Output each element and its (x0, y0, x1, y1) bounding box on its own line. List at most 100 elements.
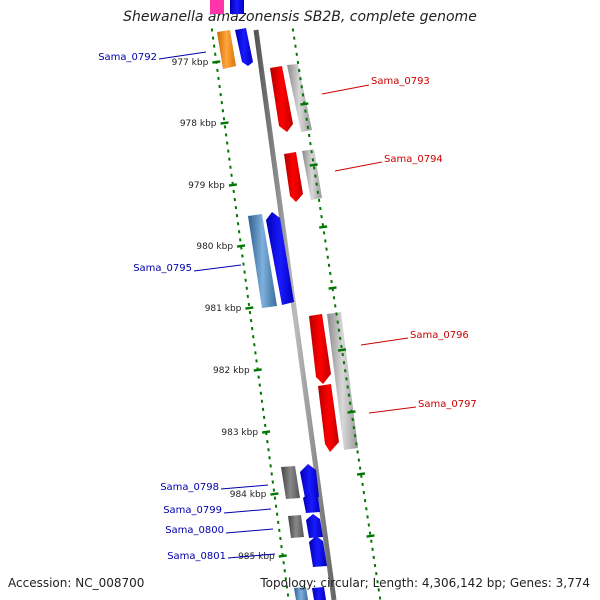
gene-label-sama-0795[interactable]: Sama_0795 (133, 263, 192, 274)
leader-line-sama-0801 (227, 553, 276, 559)
left-boundary-dot (244, 278, 247, 282)
tick-label: 985 kbp (238, 552, 275, 562)
gene-sama-0792-orange (217, 30, 236, 69)
right-boundary-dot (317, 198, 321, 203)
right-boundary-dot (341, 352, 344, 357)
right-boundary-dot (348, 401, 352, 405)
major-tick (261, 430, 271, 434)
major-tick (245, 306, 254, 310)
left-boundary-dot (241, 254, 244, 258)
right-boundary-dot (356, 450, 359, 454)
major-tick (212, 60, 221, 64)
left-boundary-dot (270, 472, 273, 476)
left-boundary-dot (226, 141, 229, 145)
right-boundary-dot (362, 490, 366, 495)
gene-label-sama-0793[interactable]: Sama_0793 (371, 76, 430, 87)
right-boundary-dot (325, 247, 328, 251)
left-boundary-dot (235, 214, 239, 218)
right-boundary-dot (330, 279, 333, 284)
left-boundary-dot (236, 222, 240, 226)
left-boundary-dot (273, 496, 277, 500)
right-boundary-dot (294, 44, 297, 48)
leader-line-sama-0793 (321, 84, 370, 95)
gene-label-sama-0794[interactable]: Sama_0794 (384, 154, 443, 165)
right-boundary-dot (363, 498, 367, 503)
right-boundary-dot (314, 174, 317, 178)
left-boundary-dot (267, 448, 270, 452)
leader-line-sama-0798 (220, 484, 269, 490)
right-boundary-dot (322, 231, 326, 235)
right-boundary-dot (300, 85, 303, 89)
right-boundary-dot (337, 328, 341, 332)
gene-label-sama-0801[interactable]: Sama_0801 (167, 551, 226, 562)
major-tick (228, 183, 237, 187)
leader-line-sama-0799 (223, 508, 272, 514)
gene-label-sama-0800[interactable]: Sama_0800 (165, 525, 224, 536)
major-tick (270, 492, 279, 496)
left-boundary-dot (246, 294, 250, 298)
left-boundary-dot (214, 52, 217, 56)
left-boundary-dot (220, 101, 223, 105)
right-boundary-dot (291, 28, 295, 32)
right-boundary-dot (326, 255, 330, 259)
right-boundary-dot (324, 239, 327, 243)
right-boundary-dot (310, 150, 313, 154)
left-boundary-dot (264, 423, 267, 428)
left-boundary-dot (272, 488, 276, 492)
left-boundary-dot (252, 335, 255, 339)
gene-sama-0797-arrow (318, 384, 339, 452)
major-tick (236, 244, 246, 248)
gene-group-sama-0796-0797 (309, 312, 358, 452)
right-boundary-dot (375, 572, 378, 576)
gene-group-sama-0793 (270, 64, 312, 132)
right-boundary-dot (329, 271, 332, 276)
topology-text: Topology: circular; Length: 4,306,142 bp… (260, 576, 590, 590)
right-boundary-dot (352, 425, 356, 430)
left-boundary-dot (234, 205, 238, 210)
left-boundary-dot (275, 512, 279, 516)
left-boundary-dot (217, 76, 220, 81)
left-boundary-dot (232, 189, 235, 194)
right-major-tick (319, 225, 328, 229)
right-dotted-boundary (291, 28, 382, 600)
gene-sama-0794-protein (302, 149, 322, 200)
left-boundary-dot (227, 149, 230, 153)
gene-leader-lines: Sama_0792 Sama_0793 Sama_0794 Sama_0795 Sama… (98, 51, 477, 562)
gene-label-sama-0796[interactable]: Sama_0796 (410, 330, 469, 341)
left-boundary-dot (249, 318, 253, 323)
left-boundary-dot (222, 117, 226, 121)
gene-label-sama-0798[interactable]: Sama_0798 (160, 482, 219, 493)
tick-marks: 977 kbp 978 kbp 979 kbp 980 kbp 981 kbp 982 k… (172, 58, 375, 562)
right-boundary-dot (305, 117, 308, 121)
right-boundary-dot (376, 580, 379, 584)
right-major-tick (328, 286, 337, 290)
major-tick (253, 368, 262, 372)
right-major-tick (366, 534, 375, 538)
left-boundary-dot (221, 109, 225, 113)
leader-line-sama-0794 (334, 161, 383, 172)
right-major-tick (300, 102, 309, 106)
gene-group-sama-0792 (217, 28, 253, 69)
right-boundary-dot (357, 458, 361, 462)
right-boundary-dot (368, 531, 372, 535)
partial-feature-bottom-2 (312, 587, 326, 600)
right-boundary-dot (366, 515, 369, 519)
tick-label: 984 kbp (230, 490, 267, 500)
right-boundary-dot (336, 320, 339, 324)
gene-label-sama-0792[interactable]: Sama_0792 (98, 52, 157, 63)
right-boundary-dot (355, 442, 358, 446)
right-boundary-dot (343, 369, 347, 373)
gene-label-sama-0797[interactable]: Sama_0797 (418, 399, 477, 410)
left-boundary-dot (228, 157, 231, 161)
tick-label: 980 kbp (196, 242, 233, 252)
leader-line-sama-0796 (360, 337, 409, 346)
right-boundary-dot (339, 336, 342, 340)
gene-group-sama-0800 (288, 514, 323, 538)
left-boundary-dot (259, 391, 263, 395)
left-boundary-dot (250, 327, 254, 331)
left-boundary-dot (282, 561, 285, 565)
tick-label: 983 kbp (221, 428, 258, 438)
gene-label-sama-0799[interactable]: Sama_0799 (163, 505, 222, 516)
right-boundary-dot (361, 482, 364, 487)
